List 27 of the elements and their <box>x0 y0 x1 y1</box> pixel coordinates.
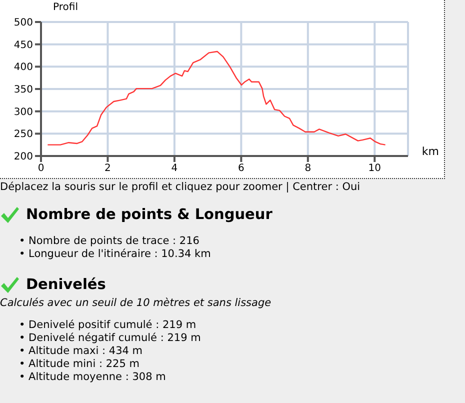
x-tick-label: 4 <box>171 163 178 174</box>
x-tick-label: 0 <box>38 163 44 174</box>
y-tick-label: 400 <box>14 62 33 74</box>
y-tick-label: 350 <box>14 84 33 96</box>
text: • Altitude moyenne : 308 m <box>19 371 167 384</box>
x-tick-label: 10 <box>368 163 382 174</box>
y-tick-label: 200 <box>14 152 33 163</box>
y-tick-label: 250 <box>14 129 33 140</box>
text: Calculés avec un seuil de 10 mètres et sans lissage <box>0 297 272 309</box>
text: • Longueur de l'itinéraire : 10.34 km <box>19 248 212 261</box>
x-tick-label: 8 <box>304 163 312 174</box>
x-tick-label: 2 <box>104 163 111 174</box>
text: • Denivelé négatif cumulé : 219 m <box>19 332 202 345</box>
text: • Nombre de points de trace : 216 <box>19 235 200 248</box>
y-tick-label: 300 <box>14 106 33 118</box>
x-tick-label: 6 <box>238 163 244 174</box>
line-series <box>47 50 386 146</box>
text: Nombre de points & Longueur <box>25 206 274 225</box>
y-tick-label: 500 <box>14 18 33 29</box>
text: • Altitude mini : 225 m <box>19 358 140 371</box>
y-axis-title: Profil <box>53 2 78 14</box>
text: • Altitude maxi : 434 m <box>19 345 144 358</box>
x-axis-title: km <box>422 144 439 158</box>
y-tick-label: 450 <box>14 40 33 51</box>
text: Déplacez la souris sur le profil et cliquez pour zoomer | Centrer : Oui <box>0 181 362 193</box>
text: • Denivelé positif cumulé : 219 m <box>19 319 198 332</box>
text: Denivelés <box>25 276 107 295</box>
